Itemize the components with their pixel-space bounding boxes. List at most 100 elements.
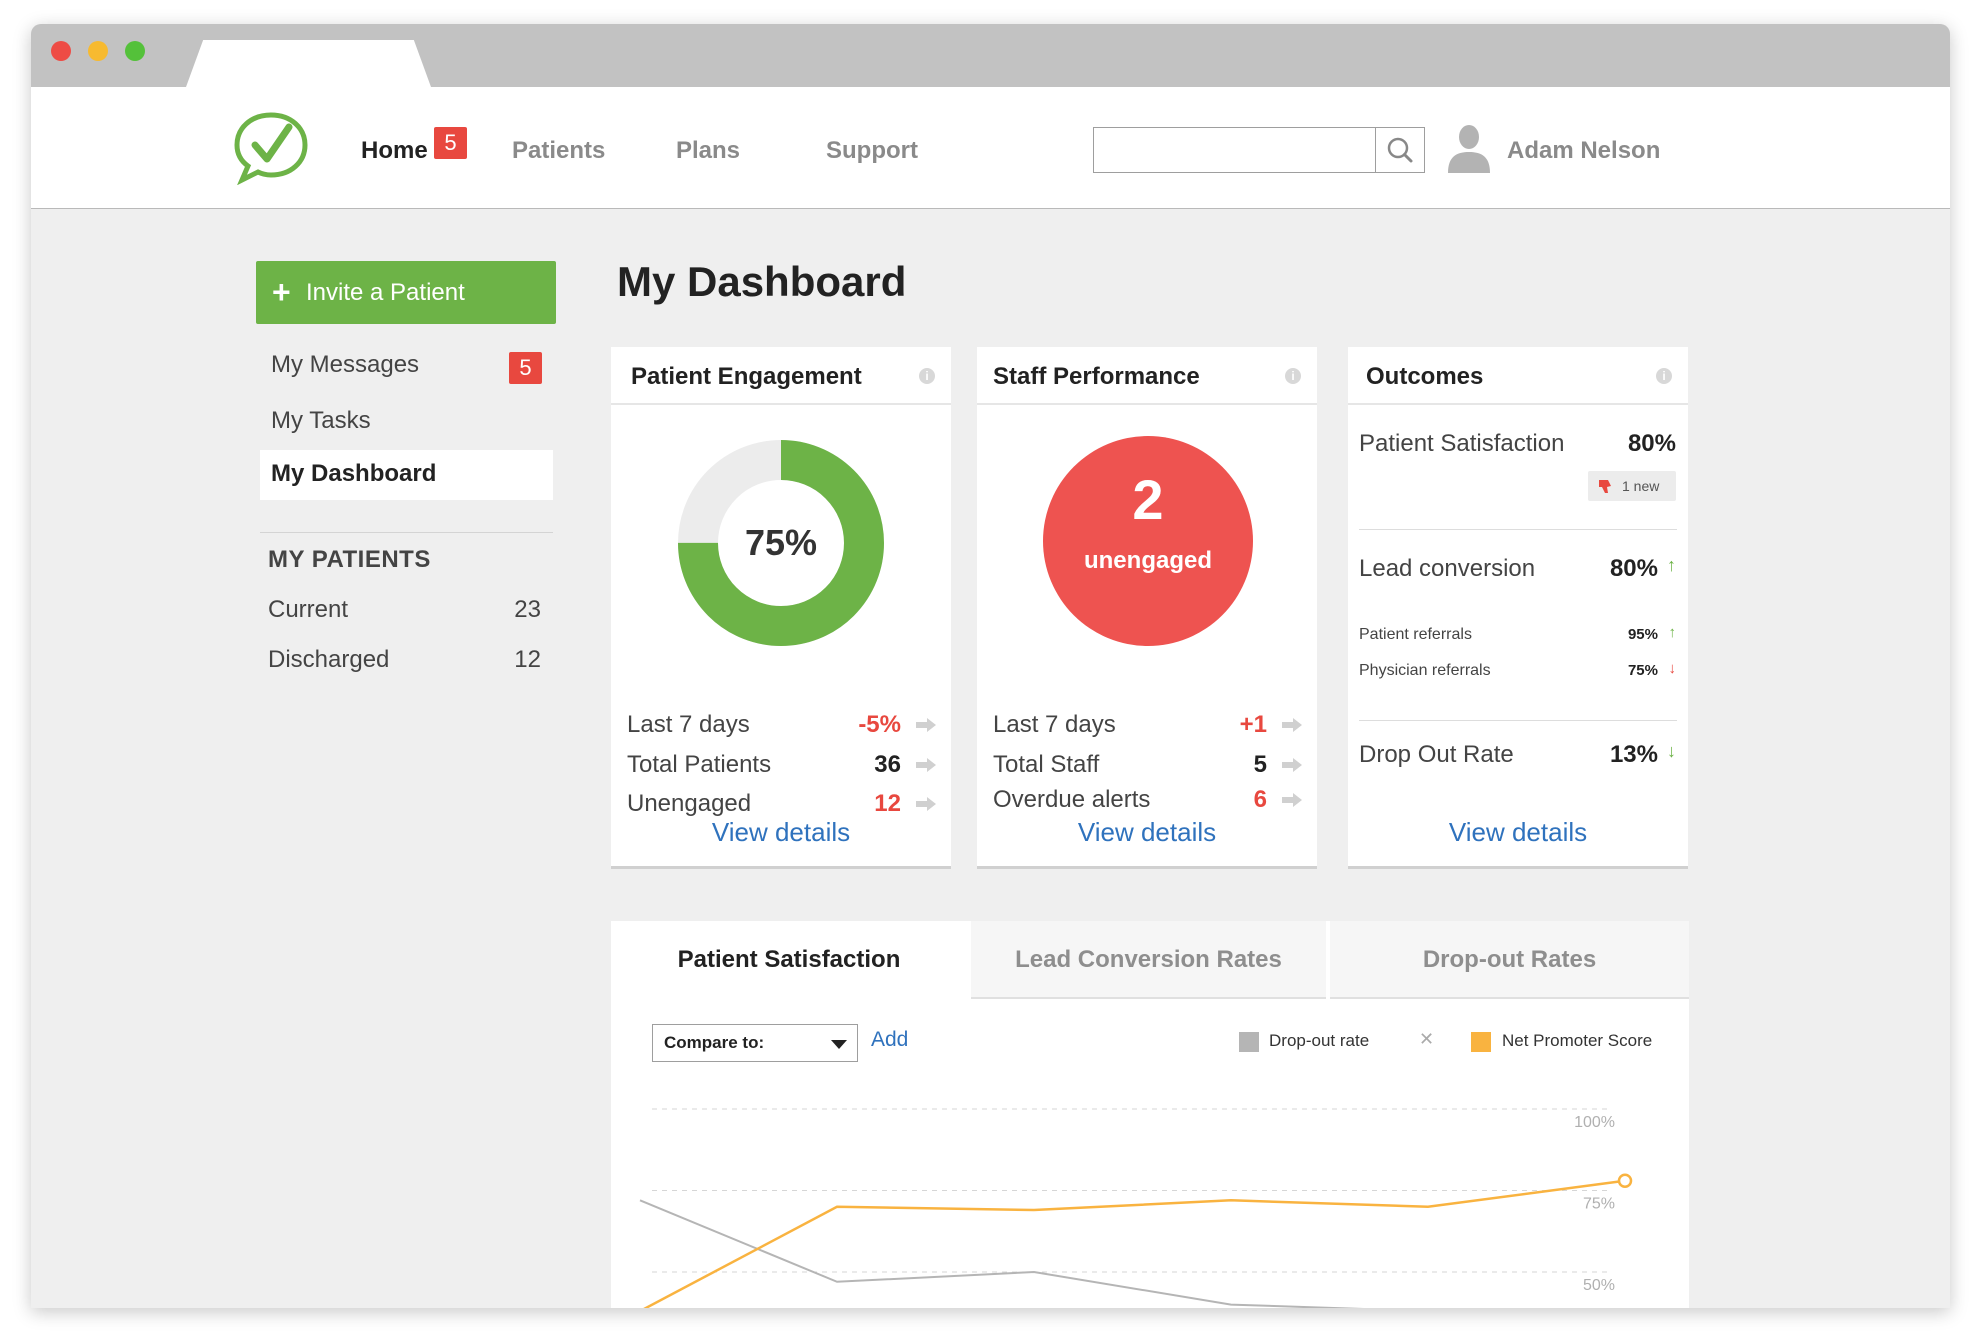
current-count: 23 (514, 596, 541, 623)
info-icon[interactable]: i (1285, 368, 1301, 384)
outcomes-divider (1359, 529, 1677, 530)
info-icon[interactable]: i (919, 368, 935, 384)
my-patients-heading: MY PATIENTS (268, 546, 431, 573)
arrow-right-icon[interactable] (1282, 718, 1302, 732)
outcomes-card: Outcomes i Patient Satisfaction 80% 1 ne… (1348, 347, 1688, 869)
sidebar-item-dashboard[interactable]: My Dashboard (271, 460, 437, 487)
title-bar (31, 24, 1950, 87)
patient-satisfaction-line-chart: 100% 75% 50% (639, 1108, 1633, 1308)
search-icon (1387, 137, 1413, 163)
lead-conversion-value: 80% (1609, 555, 1658, 582)
chart-panel: Patient Satisfaction Lead Conversion Rat… (611, 921, 1689, 1308)
arrow-right-icon[interactable] (1282, 793, 1302, 807)
plus-icon: + (272, 274, 291, 310)
card-title: Patient Engagement (631, 363, 862, 390)
close-window-button[interactable] (51, 41, 71, 61)
engagement-donut-chart: 75% (678, 440, 884, 646)
physician-referrals-label: Physician referrals (1359, 662, 1491, 679)
lead-conversion-label: Lead conversion (1359, 555, 1536, 582)
tab-patient-satisfaction[interactable]: Patient Satisfaction (611, 921, 967, 999)
card-header: Outcomes i (1348, 347, 1688, 405)
stat-value: -5% (858, 711, 901, 738)
stat-label: Last 7 days (627, 711, 750, 738)
stat-label: Overdue alerts (993, 786, 1151, 813)
donut-percent-label: 75% (745, 522, 817, 563)
stat-label: Total Staff (993, 751, 1100, 778)
minimize-window-button[interactable] (88, 41, 108, 61)
legend-swatch-dropout (1239, 1032, 1259, 1052)
view-details-link[interactable]: View details (1448, 817, 1588, 847)
arrow-up-icon: ↑ (1668, 624, 1677, 641)
arrow-right-icon[interactable] (916, 758, 936, 772)
arrow-down-icon: ↓ (1667, 741, 1676, 761)
stat-value: +1 (1239, 711, 1267, 738)
tab-drop-out-rates[interactable]: Drop-out Rates (1330, 921, 1689, 999)
new-feedback-badge[interactable]: 1 new (1588, 471, 1676, 501)
tab-lead-conversion-rates[interactable]: Lead Conversion Rates (971, 921, 1326, 999)
nav-patients[interactable]: Patients (512, 137, 606, 164)
sidebar-item-messages[interactable]: My Messages (271, 351, 420, 378)
dropout-series-line (639, 1199, 1364, 1308)
sidebar-item-current[interactable]: Current (268, 596, 349, 623)
compare-to-select[interactable]: Compare to: (652, 1024, 858, 1062)
remove-series-icon[interactable]: ✕ (1419, 1029, 1435, 1049)
arrow-down-icon: ↓ (1668, 660, 1677, 677)
arrow-up-icon: ↑ (1667, 555, 1676, 575)
new-feedback-label: 1 new (1622, 478, 1660, 494)
patient-referrals-value: 95% (1627, 626, 1658, 643)
nav-support[interactable]: Support (826, 137, 918, 164)
info-icon[interactable]: i (1656, 368, 1672, 384)
outcomes-divider (1359, 720, 1677, 721)
nps-point[interactable] (1617, 1173, 1633, 1188)
drop-out-rate-label: Drop Out Rate (1359, 741, 1514, 768)
arrow-right-icon[interactable] (916, 797, 936, 811)
user-avatar-icon[interactable] (1446, 123, 1492, 173)
sidebar-item-tasks[interactable]: My Tasks (271, 407, 371, 434)
view-details-link[interactable]: View details (1077, 817, 1217, 847)
stat-value: 36 (874, 751, 901, 778)
patient-satisfaction-value: 80% (1627, 430, 1676, 457)
search-button[interactable] (1375, 127, 1425, 173)
nav-plans[interactable]: Plans (676, 137, 741, 164)
stat-label: Last 7 days (993, 711, 1116, 738)
drop-out-rate-value: 13% (1609, 741, 1658, 768)
chevron-down-icon (831, 1040, 847, 1049)
y-tick-label: 50% (1583, 1277, 1615, 1294)
card-header: Patient Engagement i (611, 347, 951, 405)
arrow-right-icon[interactable] (916, 718, 936, 732)
unengaged-label: unengaged (1083, 547, 1212, 574)
nav-home-badge: 5 (434, 127, 467, 159)
logo-icon (234, 112, 308, 185)
browser-tab[interactable] (186, 40, 431, 87)
donut-fill (678, 440, 884, 646)
staff-performance-card: Staff Performance i 2 unengaged Last 7 d… (977, 347, 1317, 869)
top-navigation: Home 5 Patients Plans Support Adam Nelso… (31, 87, 1950, 209)
view-details-link[interactable]: View details (711, 817, 851, 847)
maximize-window-button[interactable] (125, 41, 145, 61)
discharged-count: 12 (514, 646, 541, 673)
sidebar-item-discharged[interactable]: Discharged (268, 646, 390, 673)
invite-patient-label: Invite a Patient (306, 279, 465, 306)
stat-label: Total Patients (627, 751, 772, 778)
compare-to-label: Compare to: (664, 1033, 765, 1052)
thumbs-down-icon (1599, 480, 1611, 493)
unengaged-count: 2 (1132, 468, 1164, 531)
y-tick-label: 75% (1583, 1196, 1615, 1213)
add-comparison-link[interactable]: Add (871, 1028, 909, 1051)
card-title: Outcomes (1366, 363, 1484, 390)
y-tick-label: 100% (1574, 1114, 1615, 1131)
physician-referrals-value: 75% (1627, 662, 1658, 679)
stat-value: 5 (1253, 751, 1267, 778)
patient-satisfaction-label: Patient Satisfaction (1359, 430, 1565, 457)
stat-label: Unengaged (627, 790, 752, 817)
unengaged-staff-circle (1043, 436, 1253, 646)
invite-patient-button[interactable]: + Invite a Patient (256, 261, 556, 324)
arrow-right-icon[interactable] (1282, 758, 1302, 772)
legend-swatch-nps (1471, 1032, 1491, 1052)
search-input[interactable] (1093, 127, 1393, 173)
user-name[interactable]: Adam Nelson (1507, 137, 1661, 164)
patient-referrals-label: Patient referrals (1359, 626, 1472, 643)
nav-home[interactable]: Home (361, 137, 428, 164)
patient-engagement-card: Patient Engagement i 75% Last 7 days -5%… (611, 347, 951, 869)
page-title: My Dashboard (617, 258, 907, 305)
